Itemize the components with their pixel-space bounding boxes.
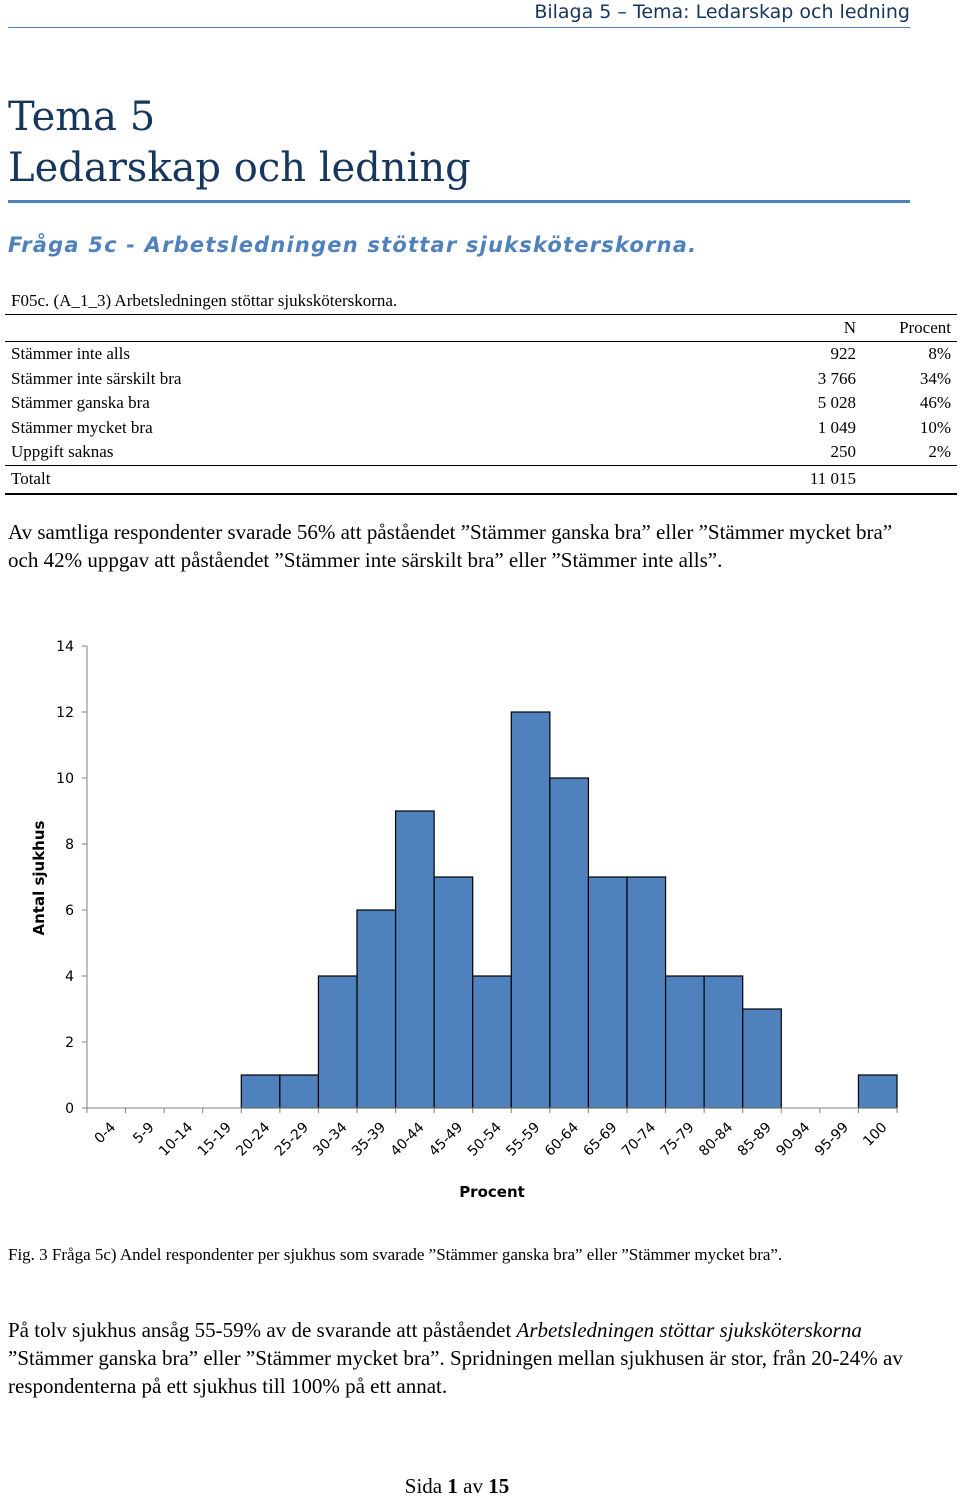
histogram-bar <box>587 876 628 1109</box>
y-tick-label: 6 <box>65 903 74 919</box>
y-tick-label: 14 <box>56 639 74 655</box>
x-tick-label: 90-94 <box>773 1119 813 1159</box>
histogram-bar <box>394 810 435 1109</box>
y-tick-label: 10 <box>56 771 74 787</box>
table-header-n: N <box>711 315 856 342</box>
footer-prefix: Sida <box>404 1474 448 1498</box>
x-tick-label: 80-84 <box>696 1119 736 1159</box>
results-table-block: F05c. (A_1_3) Arbetsledningen stöttar sj… <box>5 288 957 495</box>
total-pct <box>856 464 957 495</box>
x-tick-label: 20-24 <box>233 1119 273 1159</box>
row-label: Uppgift saknas <box>11 442 114 462</box>
question-heading: Fråga 5c - Arbetsledningen stöttar sjuks… <box>8 233 698 257</box>
histogram-bar <box>626 876 667 1109</box>
x-axis-title: Procent <box>459 1183 525 1201</box>
histogram-bar <box>549 777 590 1109</box>
x-tick-label: 5-9 <box>130 1120 157 1147</box>
y-tick-label: 12 <box>56 705 74 721</box>
y-tick-label: 8 <box>65 837 74 853</box>
table-total-row: Totalt 11 015 <box>5 464 957 495</box>
x-tick-label: 50-54 <box>465 1119 505 1159</box>
x-tick-label: 55-59 <box>503 1120 543 1160</box>
row-pct: 46% <box>919 393 951 413</box>
analysis-text-1: På tolv sjukhus ansåg 55-59% av de svara… <box>8 1318 517 1342</box>
x-tick-label: 60-64 <box>542 1119 582 1159</box>
row-n: 1 049 <box>817 417 856 437</box>
x-tick-label: 70-74 <box>619 1119 659 1159</box>
x-tick-label: 10-14 <box>156 1119 196 1159</box>
histogram-bar <box>664 975 705 1109</box>
histogram-bar <box>857 1074 898 1109</box>
title-rule <box>8 200 910 203</box>
row-n: 5 028 <box>817 393 856 413</box>
x-tick-label: 35-39 <box>349 1120 389 1160</box>
table-row: Stämmer inte alls 922 8% <box>5 342 957 367</box>
histogram-bar <box>433 876 474 1109</box>
histogram-bar <box>703 975 744 1109</box>
y-tick-label: 4 <box>65 969 74 985</box>
analysis-text-2: ”Stämmer ganska bra” eller ”Stämmer myck… <box>8 1346 903 1398</box>
page-header: Bilaga 5 – Tema: Ledarskap och ledning <box>534 1 910 23</box>
x-tick-label: 45-49 <box>426 1120 466 1160</box>
histogram-bar <box>279 1074 320 1109</box>
x-tick-label: 25-29 <box>272 1120 312 1160</box>
row-pct: 8% <box>928 344 951 364</box>
page-title: Tema 5 Ledarskap och ledning <box>8 92 910 194</box>
table-row: Stämmer inte särskilt bra 3 766 34% <box>5 367 957 392</box>
row-pct: 34% <box>919 368 951 388</box>
analysis-paragraph: På tolv sjukhus ansåg 55-59% av de svara… <box>8 1316 913 1400</box>
x-tick-label: 15-19 <box>195 1120 235 1160</box>
table-row: Uppgift saknas 250 2% <box>5 440 957 465</box>
x-tick-label: 95-99 <box>812 1120 852 1160</box>
histogram-bar <box>356 909 397 1109</box>
analysis-italic: Arbetsledningen stöttar sjuksköterskorna <box>516 1318 862 1342</box>
row-label: Stämmer inte alls <box>11 344 130 364</box>
x-tick-label: 0-4 <box>92 1119 120 1147</box>
footer-page: 1 <box>447 1474 458 1498</box>
summary-paragraph: Av samtliga respondenter svarade 56% att… <box>8 520 893 572</box>
total-label: Totalt <box>5 464 711 495</box>
x-tick-label: 40-44 <box>388 1119 428 1159</box>
row-pct: 10% <box>919 417 951 437</box>
page-footer: Sida 1 av 15 <box>0 1472 914 1500</box>
y-tick-label: 0 <box>65 1101 74 1117</box>
table-row: Stämmer mycket bra 1 049 10% <box>5 416 957 441</box>
row-label: Stämmer ganska bra <box>11 393 150 413</box>
row-label: Stämmer mycket bra <box>11 417 153 437</box>
x-tick-label: 100 <box>860 1120 890 1150</box>
x-tick-label: 65-69 <box>580 1120 620 1160</box>
header-rule <box>8 27 910 28</box>
histogram-chart: 0 2 4 6 8 10 12 14 0-4 5-910-1415-1920-2425-2930-… <box>30 639 898 1201</box>
y-axis-title: Antal sjukhus <box>30 820 48 935</box>
total-n: 11 015 <box>711 464 856 495</box>
x-tick-label: 85-89 <box>735 1120 775 1160</box>
figure-caption: Fig. 3 Fråga 5c) Andel respondenter per … <box>8 1245 783 1264</box>
histogram-bar <box>742 1008 782 1109</box>
results-table: N Procent Stämmer inte alls 922 8% Stämm… <box>5 315 957 495</box>
table-row: Stämmer ganska bra 5 028 46% <box>5 391 957 416</box>
y-tick-label: 2 <box>65 1035 74 1051</box>
footer-middle: av <box>457 1474 489 1498</box>
histogram-bar <box>240 1074 281 1109</box>
row-label: Stämmer inte särskilt bra <box>11 368 182 388</box>
row-pct: 2% <box>928 442 951 462</box>
histogram-bar <box>317 975 358 1109</box>
histogram-bar <box>510 711 551 1109</box>
x-tick-label: 30-34 <box>310 1119 350 1159</box>
histogram-bar <box>472 975 512 1109</box>
row-n: 250 <box>830 442 857 462</box>
table-caption: F05c. (A_1_3) Arbetsledningen stöttar sj… <box>5 288 957 315</box>
row-n: 922 <box>830 344 857 364</box>
footer-total: 15 <box>488 1474 510 1498</box>
row-n: 3 766 <box>817 368 856 388</box>
x-tick-label: 75-79 <box>658 1120 698 1160</box>
title-line-2: Ledarskap och ledning <box>8 145 471 191</box>
table-header-pct: Procent <box>856 315 957 342</box>
table-header-row: N Procent <box>5 315 957 342</box>
title-line-1: Tema 5 <box>8 94 156 140</box>
table-header-label <box>5 315 711 342</box>
